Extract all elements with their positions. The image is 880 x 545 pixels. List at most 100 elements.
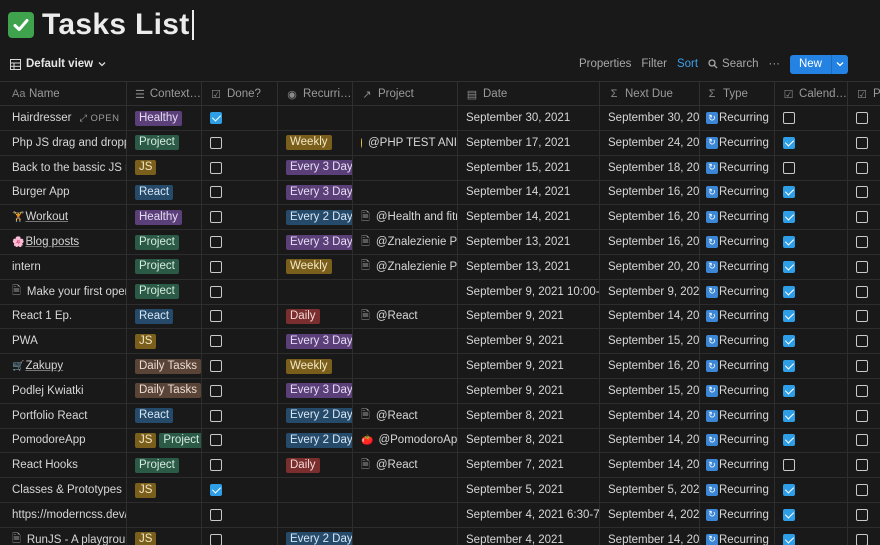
project-cell[interactable]: 🗎 @React	[353, 453, 458, 478]
done-checkbox[interactable]	[210, 260, 222, 273]
context-cell[interactable]: Project	[127, 230, 202, 254]
name-cell[interactable]: intern	[0, 254, 127, 279]
project-cell[interactable]	[353, 502, 458, 527]
project-cell[interactable]: 🗎 @Znalezienie Pra	[353, 254, 458, 279]
page-title[interactable]: Tasks List	[42, 8, 190, 41]
calendar-checkbox[interactable]	[783, 335, 795, 348]
context-cell[interactable]: Daily Tasks	[127, 378, 202, 403]
project-cell[interactable]	[353, 329, 458, 354]
column-header-done[interactable]: ☑ Done?	[202, 82, 278, 106]
name-cell[interactable]: 🗎 Make your first open	[0, 279, 127, 304]
calendar-checkbox[interactable]	[783, 434, 795, 447]
date-cell[interactable]: September 14, 2021	[458, 180, 600, 205]
name-cell[interactable]: Portfolio React	[0, 403, 127, 428]
table-row[interactable]: Burger App React Every 3 Days September 14,…	[0, 180, 880, 206]
p-checkbox[interactable]	[856, 459, 868, 472]
recurring-cell[interactable]	[278, 502, 353, 527]
date-cell[interactable]: September 15, 2021	[458, 155, 600, 180]
name-cell[interactable]: PomodoreApp	[0, 428, 127, 453]
table-row[interactable]: 🛒 Zakupy Daily Tasks Weekly September 9, 202…	[0, 354, 880, 379]
recurring-cell[interactable]: Every 3 Days	[278, 155, 353, 180]
context-cell[interactable]: Project	[127, 130, 202, 155]
more-options-icon[interactable]: ···	[768, 58, 780, 70]
project-cell[interactable]	[353, 106, 458, 130]
done-checkbox[interactable]	[210, 310, 222, 323]
date-cell[interactable]: September 30, 2021	[458, 106, 600, 130]
table-row[interactable]: intern Project Weekly 🗎 @Znalezienie Pra Sept…	[0, 254, 880, 280]
p-checkbox[interactable]	[856, 186, 868, 199]
table-row[interactable]: Podlej Kwiatki Daily Tasks Every 3 Days Sep…	[0, 378, 880, 404]
calendar-checkbox[interactable]	[783, 186, 795, 199]
date-cell[interactable]: September 5, 2021	[458, 478, 600, 502]
recurring-cell[interactable]: Every 2 Days	[278, 428, 353, 453]
table-row[interactable]: Php JS drag and dropp Project Weekly @PHP T…	[0, 130, 880, 156]
name-cell[interactable]: Php JS drag and dropp	[0, 130, 127, 155]
date-cell[interactable]: September 13, 2021	[458, 254, 600, 279]
p-checkbox[interactable]	[856, 112, 868, 124]
p-checkbox[interactable]	[856, 161, 868, 174]
column-header-calendar[interactable]: ☑ Calend…	[775, 82, 848, 106]
done-checkbox[interactable]	[210, 161, 222, 174]
project-cell[interactable]	[353, 354, 458, 378]
column-header-context[interactable]: ☰ Context…	[127, 82, 202, 106]
p-checkbox[interactable]	[856, 136, 868, 149]
name-cell[interactable]: Classes & Prototypes Ha	[0, 478, 127, 502]
calendar-checkbox[interactable]	[783, 285, 795, 298]
project-cell[interactable]	[353, 378, 458, 403]
calendar-checkbox[interactable]	[783, 484, 795, 496]
project-cell[interactable]: 🗎 @Health and fitne	[353, 205, 458, 230]
date-cell[interactable]: September 8, 2021	[458, 428, 600, 453]
p-checkbox[interactable]	[856, 236, 868, 248]
recurring-cell[interactable]: Daily	[278, 453, 353, 478]
date-cell[interactable]: September 13, 2021	[458, 230, 600, 254]
new-button[interactable]: New	[789, 54, 848, 74]
context-cell[interactable]: JS	[127, 478, 202, 502]
sort-button[interactable]: Sort	[676, 58, 699, 70]
p-checkbox[interactable]	[856, 508, 868, 521]
name-cell[interactable]: React Hooks	[0, 453, 127, 478]
done-checkbox[interactable]	[210, 236, 222, 248]
done-checkbox[interactable]	[210, 409, 222, 422]
context-cell[interactable]: Healthy	[127, 106, 202, 130]
column-header-p[interactable]: ☑ P	[848, 82, 880, 106]
done-checkbox[interactable]	[210, 186, 222, 199]
recurring-cell[interactable]: Weekly	[278, 130, 353, 155]
calendar-checkbox[interactable]	[783, 112, 795, 124]
project-cell[interactable]	[353, 155, 458, 180]
properties-button[interactable]: Properties	[578, 58, 632, 70]
context-cell[interactable]: Daily Tasks	[127, 354, 202, 378]
context-cell[interactable]: React	[127, 180, 202, 205]
p-checkbox[interactable]	[856, 211, 868, 224]
calendar-checkbox[interactable]	[783, 136, 795, 149]
project-cell[interactable]	[353, 478, 458, 502]
done-checkbox[interactable]	[210, 360, 222, 372]
calendar-checkbox[interactable]	[783, 459, 795, 472]
context-cell[interactable]: Healthy	[127, 205, 202, 230]
name-cell[interactable]: https://moderncss.dev/pr	[0, 502, 127, 527]
recurring-cell[interactable]: Every 2 Days	[278, 403, 353, 428]
column-header-recurring[interactable]: ◉ Recurri…	[278, 82, 353, 106]
date-cell[interactable]: September 7, 2021	[458, 453, 600, 478]
calendar-checkbox[interactable]	[783, 211, 795, 224]
name-cell[interactable]: 🏋 Workout	[0, 205, 127, 230]
p-checkbox[interactable]	[856, 384, 868, 397]
project-cell[interactable]: 🍅 @PomodoroApp	[353, 428, 458, 453]
view-selector[interactable]: Default view	[10, 58, 106, 70]
project-cell[interactable]: @PHP TEST ANI	[353, 130, 458, 155]
date-cell[interactable]: September 4, 2021	[458, 527, 600, 545]
date-cell[interactable]: September 9, 2021	[458, 304, 600, 329]
done-checkbox[interactable]	[210, 285, 222, 298]
date-cell[interactable]: September 9, 2021	[458, 329, 600, 354]
table-row[interactable]: React Hooks Project Daily 🗎 @React September …	[0, 453, 880, 479]
done-checkbox[interactable]	[210, 434, 222, 447]
table-row[interactable]: 🗎 Make your first open Project September 9,…	[0, 279, 880, 305]
table-row[interactable]: Classes & Prototypes Ha JS September 5, 20…	[0, 478, 880, 503]
table-row[interactable]: Hairdresser ⤢ OPEN Healthy September 30, 202…	[0, 106, 880, 131]
project-cell[interactable]	[353, 180, 458, 205]
p-checkbox[interactable]	[856, 484, 868, 496]
p-checkbox[interactable]	[856, 335, 868, 348]
recurring-cell[interactable]: Every 3 Days	[278, 230, 353, 254]
p-checkbox[interactable]	[856, 260, 868, 273]
project-cell[interactable]: 🗎 @Znalezienie Pra	[353, 230, 458, 254]
date-cell[interactable]: September 9, 2021 10:00-11:	[458, 279, 600, 304]
